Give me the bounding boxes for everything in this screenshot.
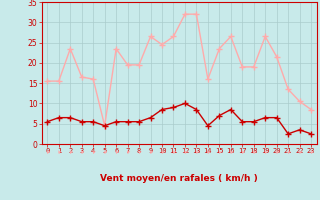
X-axis label: Vent moyen/en rafales ( km/h ): Vent moyen/en rafales ( km/h ) [100, 174, 258, 183]
